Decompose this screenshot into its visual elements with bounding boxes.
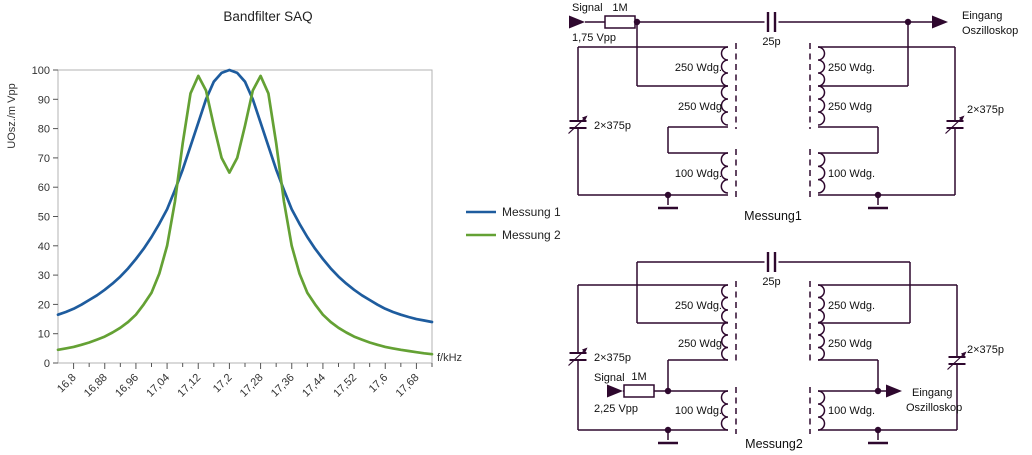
x-tick-label: 17,52 (331, 372, 359, 400)
m1-winding-label: 100 Wdg. (675, 168, 722, 180)
y-tick-label: 90 (38, 94, 50, 106)
m2-winding-label: 250 Wdg (678, 338, 722, 350)
m2-junction-dot (874, 387, 882, 395)
m2-left-tuning-capacitor-trim-arrow-head (581, 347, 588, 353)
x-tick-label: 17,6 (367, 372, 391, 396)
m2-winding-label: 100 Wdg. (675, 405, 722, 417)
m1-junction-dot (633, 18, 641, 26)
m1-winding-label: 250 Wdg. (828, 62, 875, 74)
m2-junction-dot (664, 387, 672, 395)
m1-right-secondary-coil (817, 152, 826, 194)
y-tick-label: 100 (32, 65, 50, 77)
m1-output-label: Oszilloskop (962, 25, 1018, 37)
legend-label-2: Messung 2 (502, 228, 561, 242)
m2-winding-label: 250 Wdg (828, 338, 872, 350)
x-tick-label: 17,36 (269, 372, 297, 400)
x-tick-label: 17,12 (175, 372, 203, 400)
x-tick-label: 17,2 (211, 372, 235, 396)
m1-left-tuning-capacitor-trim-arrow (568, 117, 586, 134)
m2-winding-label: 250 Wdg. (675, 300, 722, 312)
circuit-schematics: Signal 1M 1,75 Vpp 25p Eingang Oszilloskop 2×3… (568, 2, 1018, 451)
m1-output-label: Eingang (962, 10, 1002, 22)
x-tick-label: 17,28 (238, 372, 266, 400)
m2-output-label: Eingang (912, 387, 952, 399)
plot-area-border (57, 69, 433, 364)
y-tick-label: 0 (44, 358, 50, 370)
y-tick-label: 40 (38, 241, 50, 253)
m2-left-cap-label: 2×375p (594, 352, 631, 364)
m1-signal-level-label: 1,75 Vpp (572, 32, 616, 44)
y-tick-label: 20 (38, 299, 50, 311)
x-tick-label: 17,68 (394, 372, 422, 400)
x-tick-label: 16,88 (82, 372, 110, 400)
m2-left-primary-coil (721, 284, 729, 361)
x-tick-label: 16,8 (55, 372, 79, 396)
m2-output-arrow (886, 384, 902, 398)
m1-resistor-label: 1M (612, 2, 627, 14)
m2-winding-label: 250 Wdg. (828, 300, 875, 312)
m2-right-primary-coil (817, 284, 825, 361)
y-tick-label: 10 (38, 329, 50, 341)
y-tick-label: 60 (38, 182, 50, 194)
m1-left-secondary-coil (720, 152, 729, 194)
m1-series-resistor (604, 15, 636, 29)
series-line-2 (56, 74, 434, 356)
m1-left-tuning-capacitor-trim-arrow-head (581, 115, 588, 121)
y-tick-label: 80 (38, 124, 50, 136)
x-tick-label: 17,44 (300, 372, 328, 400)
x-tick-label: 16,96 (113, 372, 141, 400)
m1-signal-source-arrow (569, 15, 585, 29)
m2-series-resistor (623, 384, 655, 398)
m2-right-secondary-coil (817, 390, 826, 431)
bandfilter-frequency-response-chart: Bandfilter SAQ UOsz./m Vpp 0 10 20 30 40 50 60 70… (6, 9, 561, 400)
m1-caption: Messung1 (744, 209, 802, 223)
m2-left-tuning-capacitor-trim-arrow (568, 349, 586, 366)
m2-signal-source-arrow (607, 384, 623, 398)
y-axis-title: UOsz./m Vpp (6, 83, 18, 148)
m1-left-cap-label: 2×375p (594, 120, 631, 132)
m1-right-cap-label: 2×375p (967, 104, 1004, 116)
m2-output-label: Oszilloskop (906, 402, 962, 414)
m1-right-tuning-capacitor-trim-arrow-head (958, 115, 965, 121)
legend-label-1: Messung 1 (502, 205, 561, 219)
x-axis-title: f/kHz (437, 352, 462, 364)
m2-left-secondary-coil (720, 390, 729, 431)
x-tick-label: 17,04 (144, 372, 172, 400)
y-tick-label: 70 (38, 153, 50, 165)
series-line-1 (56, 68, 434, 324)
m2-right-cap-label: 2×375p (967, 344, 1004, 356)
m1-signal-label: Signal (572, 2, 603, 14)
m2-resistor-label: 1M (631, 371, 646, 383)
m2-coupling-cap-label: 25p (762, 276, 780, 288)
m2-right-tuning-capacitor-trim-arrow-head (960, 351, 967, 357)
m1-winding-label: 250 Wdg (828, 101, 872, 113)
y-tick-label: 50 (38, 212, 50, 224)
m2-caption: Messung2 (745, 437, 803, 451)
m1-junction-dot (904, 18, 912, 26)
m1-output-arrow (932, 15, 948, 29)
m2-winding-label: 100 Wdg. (828, 405, 875, 417)
m1-right-primary-coil (817, 46, 826, 126)
m1-coupling-cap-label: 25p (762, 36, 780, 48)
m1-winding-label: 100 Wdg. (828, 168, 875, 180)
chart-title: Bandfilter SAQ (223, 9, 312, 24)
m1-winding-label: 250 Wdg. (675, 62, 722, 74)
m1-left-primary-coil (720, 46, 729, 126)
m2-signal-label: Signal (594, 372, 625, 384)
y-tick-label: 30 (38, 270, 50, 282)
m2-signal-level-label: 2,25 Vpp (594, 403, 638, 415)
m2-right-tuning-capacitor-trim-arrow (947, 353, 965, 370)
m1-winding-label: 250 Wdg (678, 101, 722, 113)
m1-right-tuning-capacitor-trim-arrow (945, 117, 963, 134)
